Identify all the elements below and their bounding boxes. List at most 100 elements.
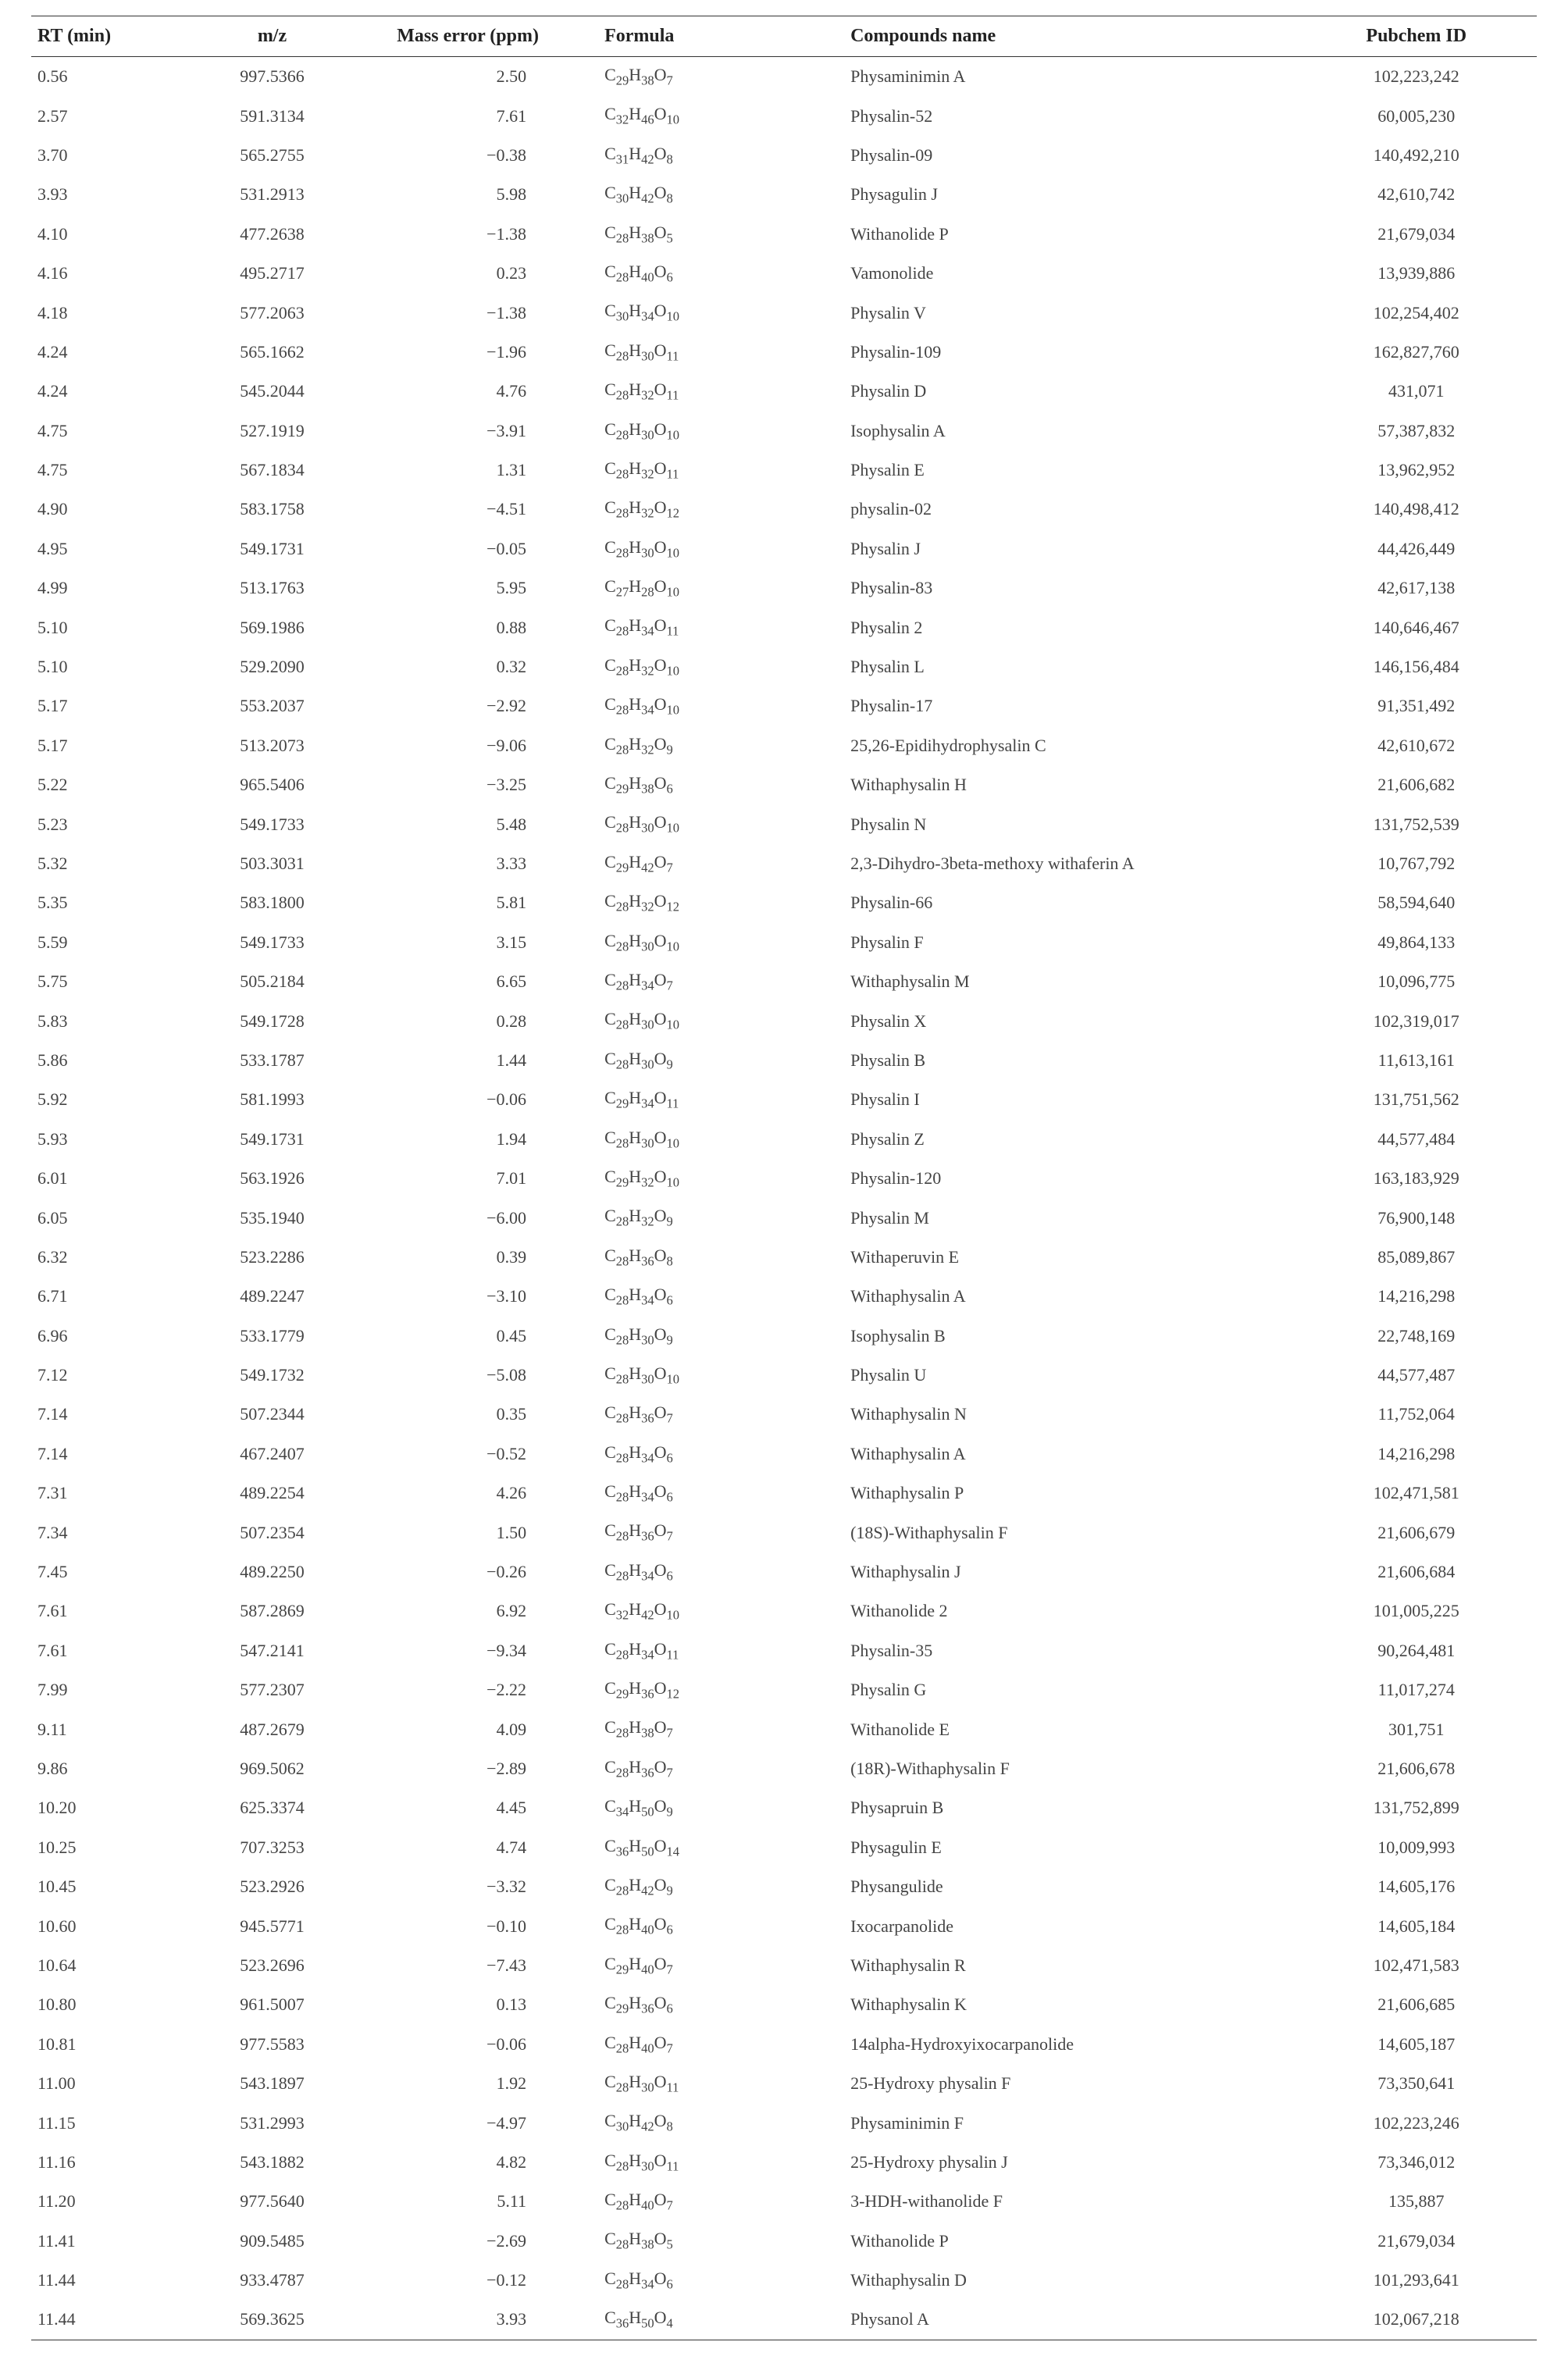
cell-pubchem: 10,096,775 bbox=[1295, 962, 1537, 1001]
cell-formula: C28H30O11 bbox=[573, 2143, 844, 2182]
table-row: 4.24545.20444.76C28H32O11Physalin D431,0… bbox=[31, 372, 1537, 411]
cell-rt: 6.96 bbox=[31, 1317, 182, 1356]
cell-mz: 507.2344 bbox=[182, 1395, 362, 1434]
cell-name: Withaphysalin A bbox=[844, 1435, 1295, 1474]
cell-formula: C28H30O10 bbox=[573, 923, 844, 962]
cell-error: −1.96 bbox=[362, 333, 573, 372]
cell-rt: 10.80 bbox=[31, 1985, 182, 2024]
table-row: 10.81977.5583−0.06C28H40O714alpha-Hydrox… bbox=[31, 2025, 1537, 2064]
table-row: 7.61587.28696.92C32H42O10Withanolide 210… bbox=[31, 1591, 1537, 1631]
table-row: 4.90583.1758−4.51C28H32O12physalin-02140… bbox=[31, 490, 1537, 529]
cell-pubchem: 131,751,562 bbox=[1295, 1080, 1537, 1119]
cell-rt: 4.24 bbox=[31, 372, 182, 411]
cell-formula: C30H42O8 bbox=[573, 2103, 844, 2142]
cell-name: Withanolide P bbox=[844, 2221, 1295, 2260]
cell-name: 14alpha-Hydroxyixocarpanolide bbox=[844, 2025, 1295, 2064]
cell-pubchem: 13,962,952 bbox=[1295, 451, 1537, 490]
cell-name: Withaphysalin P bbox=[844, 1474, 1295, 1513]
cell-error: 4.45 bbox=[362, 1788, 573, 1827]
cell-name: Physalin G bbox=[844, 1670, 1295, 1709]
cell-formula: C29H32O10 bbox=[573, 1159, 844, 1198]
cell-pubchem: 58,594,640 bbox=[1295, 883, 1537, 922]
cell-name: 25,26-Epidihydrophysalin C bbox=[844, 726, 1295, 765]
cell-mz: 583.1758 bbox=[182, 490, 362, 529]
cell-pubchem: 73,350,641 bbox=[1295, 2064, 1537, 2103]
cell-rt: 10.45 bbox=[31, 1867, 182, 1906]
cell-pubchem: 22,748,169 bbox=[1295, 1317, 1537, 1356]
cell-formula: C28H40O7 bbox=[573, 2025, 844, 2064]
cell-rt: 5.35 bbox=[31, 883, 182, 922]
cell-pubchem: 76,900,148 bbox=[1295, 1198, 1537, 1237]
cell-rt: 5.59 bbox=[31, 923, 182, 962]
cell-pubchem: 14,605,184 bbox=[1295, 1906, 1537, 1945]
cell-formula: C28H40O6 bbox=[573, 1906, 844, 1945]
cell-error: 5.81 bbox=[362, 883, 573, 922]
cell-mz: 549.1733 bbox=[182, 804, 362, 843]
cell-error: 7.01 bbox=[362, 1159, 573, 1198]
cell-rt: 4.99 bbox=[31, 569, 182, 608]
table-row: 6.01563.19267.01C29H32O10Physalin-120163… bbox=[31, 1159, 1537, 1198]
cell-pubchem: 85,089,867 bbox=[1295, 1238, 1537, 1277]
cell-mz: 531.2993 bbox=[182, 2103, 362, 2142]
cell-pubchem: 42,610,672 bbox=[1295, 726, 1537, 765]
cell-mz: 531.2913 bbox=[182, 175, 362, 214]
table-row: 11.44933.4787−0.12C28H34O6Withaphysalin … bbox=[31, 2261, 1537, 2300]
cell-formula: C28H30O10 bbox=[573, 1356, 844, 1395]
table-row: 9.86969.5062−2.89C28H36O7(18R)-Withaphys… bbox=[31, 1749, 1537, 1788]
cell-name: 2,3-Dihydro-3beta-methoxy withaferin A bbox=[844, 844, 1295, 883]
cell-pubchem: 102,067,218 bbox=[1295, 2300, 1537, 2340]
table-row: 10.45523.2926−3.32C28H42O9Physangulide14… bbox=[31, 1867, 1537, 1906]
cell-pubchem: 102,223,242 bbox=[1295, 57, 1537, 97]
cell-error: 5.11 bbox=[362, 2182, 573, 2221]
cell-formula: C28H30O10 bbox=[573, 412, 844, 451]
cell-mz: 543.1897 bbox=[182, 2064, 362, 2103]
cell-pubchem: 163,183,929 bbox=[1295, 1159, 1537, 1198]
table-row: 2.57591.31347.61C32H46O10Physalin-5260,0… bbox=[31, 96, 1537, 135]
cell-rt: 7.14 bbox=[31, 1395, 182, 1434]
table-row: 5.10529.20900.32C28H32O10Physalin L146,1… bbox=[31, 647, 1537, 686]
cell-mz: 533.1779 bbox=[182, 1317, 362, 1356]
cell-mz: 945.5771 bbox=[182, 1906, 362, 1945]
cell-formula: C28H32O11 bbox=[573, 451, 844, 490]
cell-rt: 2.57 bbox=[31, 96, 182, 135]
cell-formula: C36H50O14 bbox=[573, 1828, 844, 1867]
cell-rt: 4.16 bbox=[31, 254, 182, 293]
cell-name: Physagulin E bbox=[844, 1828, 1295, 1867]
table-row: 10.20625.33744.45C34H50O9Physapruin B131… bbox=[31, 1788, 1537, 1827]
table-row: 4.75527.1919−3.91C28H30O10Isophysalin A5… bbox=[31, 412, 1537, 451]
cell-mz: 591.3134 bbox=[182, 96, 362, 135]
cell-formula: C28H34O7 bbox=[573, 962, 844, 1001]
cell-error: −5.08 bbox=[362, 1356, 573, 1395]
cell-rt: 11.00 bbox=[31, 2064, 182, 2103]
table-row: 7.31489.22544.26C28H34O6Withaphysalin P1… bbox=[31, 1474, 1537, 1513]
cell-error: −2.89 bbox=[362, 1749, 573, 1788]
cell-formula: C28H32O12 bbox=[573, 490, 844, 529]
cell-mz: 527.1919 bbox=[182, 412, 362, 451]
cell-rt: 5.10 bbox=[31, 608, 182, 647]
cell-error: 4.74 bbox=[362, 1828, 573, 1867]
cell-error: −9.06 bbox=[362, 726, 573, 765]
cell-error: 4.82 bbox=[362, 2143, 573, 2182]
cell-formula: C28H40O6 bbox=[573, 254, 844, 293]
cell-formula: C28H30O10 bbox=[573, 529, 844, 569]
cell-name: Physalin-52 bbox=[844, 96, 1295, 135]
cell-formula: C31H42O8 bbox=[573, 136, 844, 175]
cell-error: 7.61 bbox=[362, 96, 573, 135]
cell-mz: 489.2254 bbox=[182, 1474, 362, 1513]
table-header-row: RT (min) m/z Mass error (ppm) Formula Co… bbox=[31, 16, 1537, 57]
cell-formula: C27H28O10 bbox=[573, 569, 844, 608]
cell-error: 0.13 bbox=[362, 1985, 573, 2024]
table-row: 4.95549.1731−0.05C28H30O10Physalin J44,4… bbox=[31, 529, 1537, 569]
cell-mz: 547.2141 bbox=[182, 1631, 362, 1670]
cell-rt: 7.99 bbox=[31, 1670, 182, 1709]
cell-error: 4.26 bbox=[362, 1474, 573, 1513]
cell-mz: 513.1763 bbox=[182, 569, 362, 608]
cell-pubchem: 49,864,133 bbox=[1295, 923, 1537, 962]
table-row: 6.05535.1940−6.00C28H32O9Physalin M76,90… bbox=[31, 1198, 1537, 1237]
cell-mz: 549.1733 bbox=[182, 923, 362, 962]
cell-error: 5.95 bbox=[362, 569, 573, 608]
cell-mz: 467.2407 bbox=[182, 1435, 362, 1474]
cell-mz: 581.1993 bbox=[182, 1080, 362, 1119]
cell-formula: C30H34O10 bbox=[573, 293, 844, 332]
table-row: 11.20977.56405.11C28H40O73-HDH-withanoli… bbox=[31, 2182, 1537, 2221]
